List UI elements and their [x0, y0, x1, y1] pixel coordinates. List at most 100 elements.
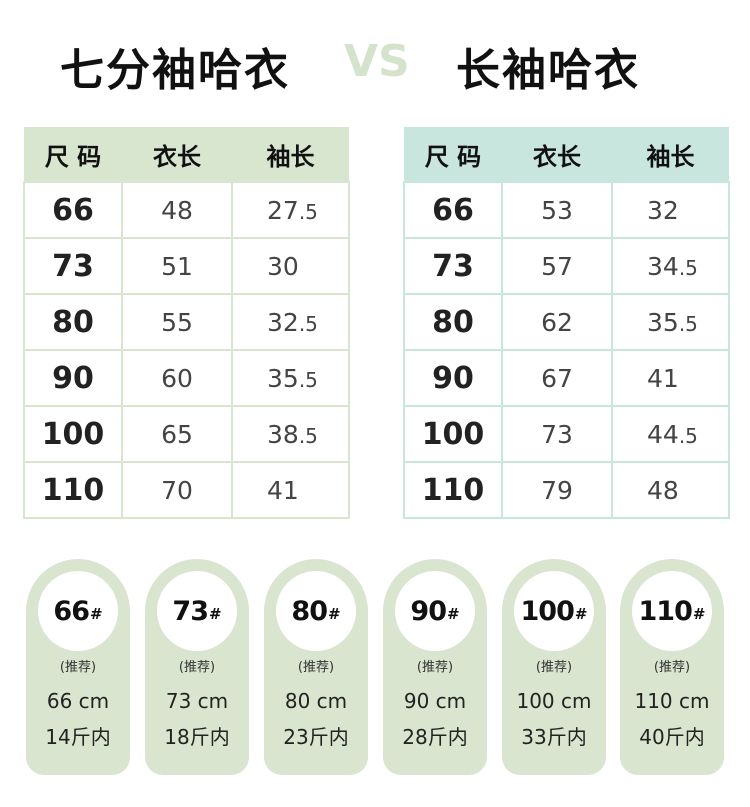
height-value: 73 cm — [165, 689, 229, 713]
size-tag-mark: # — [209, 605, 222, 623]
cell-sleeve-length: 41 — [611, 349, 730, 407]
cell-sleeve-length: 41 — [231, 461, 350, 519]
height-value: 100 cm — [516, 689, 592, 713]
size-table-long-sleeve: 尺 码 衣长 袖长 66 53 32 73 57 34.5 80 62 35.5 90 67 41 10… — [403, 127, 730, 519]
title-row: 七分袖哈衣 VS 长袖哈衣 — [0, 34, 750, 104]
table-row: 110 70 41 — [23, 461, 350, 519]
cell-size: 80 — [403, 293, 503, 351]
header-sleeve-length: 袖长 — [612, 127, 729, 182]
size-tag-number: 66 — [53, 595, 90, 627]
cell-size: 80 — [23, 293, 123, 351]
table-header-row: 尺 码 衣长 袖长 — [24, 127, 349, 182]
size-tag-mark: # — [328, 605, 341, 623]
cell-body-length: 73 — [501, 405, 613, 463]
table-row: 73 57 34.5 — [403, 237, 730, 295]
table-row: 73 51 30 — [23, 237, 350, 295]
table-row: 110 79 48 — [403, 461, 730, 519]
size-tag: 73 # (推荐) 73 cm 18斤内 — [145, 559, 249, 775]
cell-size: 73 — [403, 237, 503, 295]
header-size: 尺 码 — [404, 127, 502, 182]
cell-size: 90 — [403, 349, 503, 407]
size-tag-circle: 100 # — [514, 571, 594, 651]
table-row: 66 53 32 — [403, 181, 730, 239]
cell-body-length: 55 — [121, 293, 233, 351]
height-value: 90 cm — [403, 689, 467, 713]
cell-sleeve-length: 38.5 — [231, 405, 350, 463]
cell-body-length: 79 — [501, 461, 613, 519]
weight-value: 40斤内 — [639, 725, 705, 749]
cell-body-length: 51 — [121, 237, 233, 295]
cell-body-length: 67 — [501, 349, 613, 407]
cell-size: 110 — [23, 461, 123, 519]
table-row: 80 62 35.5 — [403, 293, 730, 351]
cell-body-length: 60 — [121, 349, 233, 407]
size-tag: 80 # (推荐) 80 cm 23斤内 — [264, 559, 368, 775]
header-body-length: 衣长 — [502, 127, 612, 182]
table-row: 80 55 32.5 — [23, 293, 350, 351]
size-tag-number: 110 — [638, 595, 693, 627]
size-tag-mark: # — [574, 605, 588, 623]
cell-size: 66 — [403, 181, 503, 239]
cell-sleeve-length: 44.5 — [611, 405, 730, 463]
cell-size: 100 — [23, 405, 123, 463]
recommend-label: (推荐) — [653, 660, 691, 675]
size-tag-mark: # — [692, 605, 706, 623]
cell-sleeve-length: 32 — [611, 181, 730, 239]
recommend-label: (推荐) — [297, 660, 335, 675]
cell-body-length: 62 — [501, 293, 613, 351]
table-row: 66 48 27.5 — [23, 181, 350, 239]
size-tag: 100 # (推荐) 100 cm 33斤内 — [502, 559, 606, 775]
cell-sleeve-length: 32.5 — [231, 293, 350, 351]
size-tags: 66 # (推荐) 66 cm 14斤内 73 # (推荐) 73 cm 18斤内 80 # (推荐) 8… — [26, 559, 726, 779]
cell-size: 73 — [23, 237, 123, 295]
cell-body-length: 70 — [121, 461, 233, 519]
cell-sleeve-length: 48 — [611, 461, 730, 519]
cell-size: 66 — [23, 181, 123, 239]
size-tag-circle: 73 # — [157, 571, 237, 651]
table-row: 90 60 35.5 — [23, 349, 350, 407]
height-value: 80 cm — [284, 689, 348, 713]
weight-value: 33斤内 — [521, 725, 587, 749]
header-size: 尺 码 — [24, 127, 122, 182]
cell-body-length: 57 — [501, 237, 613, 295]
cell-body-length: 53 — [501, 181, 613, 239]
cell-size: 100 — [403, 405, 503, 463]
recommend-label: (推荐) — [59, 660, 97, 675]
size-tag-circle: 80 # — [276, 571, 356, 651]
cell-sleeve-length: 35.5 — [611, 293, 730, 351]
cell-sleeve-length: 27.5 — [231, 181, 350, 239]
cell-body-length: 65 — [121, 405, 233, 463]
table-row: 90 67 41 — [403, 349, 730, 407]
size-tag-circle: 90 # — [395, 571, 475, 651]
size-tag-number: 90 — [410, 595, 447, 627]
recommend-label: (推荐) — [178, 660, 216, 675]
cell-sleeve-length: 30 — [231, 237, 350, 295]
weight-value: 14斤内 — [45, 725, 111, 749]
weight-value: 18斤内 — [164, 725, 230, 749]
recommend-label: (推荐) — [535, 660, 573, 675]
size-table-three-quarter: 尺 码 衣长 袖长 66 48 27.5 73 51 30 80 55 32.5 90 60 35.5… — [23, 127, 350, 519]
size-tag-number: 73 — [172, 595, 209, 627]
recommend-label: (推荐) — [416, 660, 454, 675]
size-tag: 66 # (推荐) 66 cm 14斤内 — [26, 559, 130, 775]
title-long-sleeve: 长袖哈衣 — [456, 45, 640, 96]
table-header-row: 尺 码 衣长 袖长 — [404, 127, 729, 182]
size-tag: 90 # (推荐) 90 cm 28斤内 — [383, 559, 487, 775]
title-three-quarter-sleeve: 七分袖哈衣 — [60, 45, 290, 96]
header-body-length: 衣长 — [122, 127, 232, 182]
size-tag-mark: # — [90, 605, 103, 623]
size-tag-circle: 110 # — [632, 571, 712, 651]
table-row: 100 73 44.5 — [403, 405, 730, 463]
height-value: 66 cm — [46, 689, 110, 713]
header-sleeve-length: 袖长 — [232, 127, 349, 182]
height-value: 110 cm — [634, 689, 710, 713]
size-tag-mark: # — [447, 605, 460, 623]
cell-size: 110 — [403, 461, 503, 519]
cell-sleeve-length: 34.5 — [611, 237, 730, 295]
cell-body-length: 48 — [121, 181, 233, 239]
weight-value: 28斤内 — [402, 725, 468, 749]
weight-value: 23斤内 — [283, 725, 349, 749]
cell-size: 90 — [23, 349, 123, 407]
size-tag-number: 80 — [291, 595, 328, 627]
size-tag: 110 # (推荐) 110 cm 40斤内 — [620, 559, 724, 775]
